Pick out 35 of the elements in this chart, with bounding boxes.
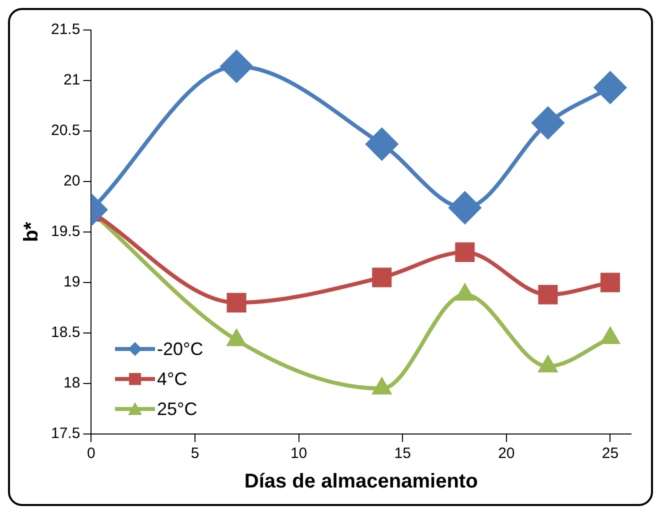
point: [456, 284, 474, 301]
y-axis-title: b*: [20, 222, 43, 242]
point: [226, 292, 246, 312]
point: [600, 272, 620, 292]
y-tick-label: 18: [64, 374, 80, 392]
y-tick-label: 18.5: [50, 324, 80, 342]
point: [448, 192, 481, 224]
point: [372, 378, 391, 395]
point: [228, 330, 246, 346]
point: [455, 242, 475, 262]
x-tick-label: 20: [498, 445, 515, 462]
y-tick-label: 21: [64, 72, 80, 89]
x-tick-label: 10: [290, 445, 308, 462]
legend-label: 4°C: [157, 368, 188, 390]
y-tick-label: 19: [64, 274, 80, 291]
point: [372, 268, 392, 288]
y-tick-label: 20.5: [50, 122, 80, 140]
x-tick-label: 15: [394, 445, 411, 462]
y-tick-label: 20: [64, 172, 80, 190]
point: [538, 284, 558, 304]
point: [594, 72, 626, 104]
y-tick-label: 17.5: [50, 425, 80, 442]
point: [539, 356, 557, 372]
point: [366, 128, 398, 160]
x-tick-label: 5: [190, 445, 200, 462]
point: [220, 50, 253, 82]
legend-label: 25°C: [157, 398, 198, 420]
y-tick-label: 21.5: [50, 21, 80, 38]
point: [532, 106, 564, 139]
x-tick-label: 0: [87, 445, 96, 462]
x-tick-label: 25: [602, 445, 619, 462]
point: [601, 328, 620, 344]
x-axis-title: Días de almacenamiento: [244, 470, 478, 493]
y-tick-label: 19.5: [50, 223, 80, 240]
legend-label: -20°C: [157, 338, 204, 360]
